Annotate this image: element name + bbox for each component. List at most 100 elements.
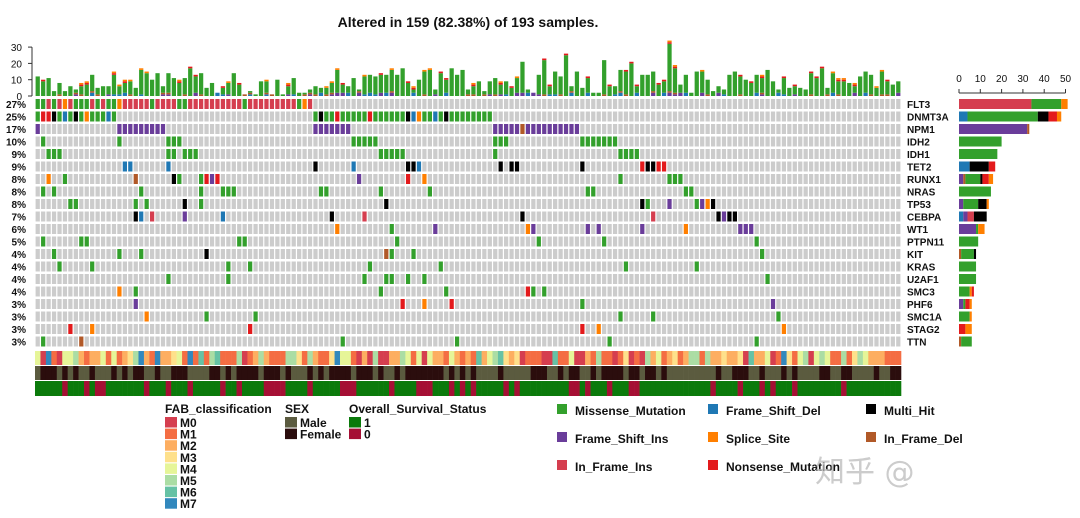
- empty-cell: [302, 274, 307, 284]
- empty-cell: [809, 261, 814, 272]
- empty-cell: [405, 336, 411, 347]
- empty-cell: [656, 136, 661, 147]
- empty-cell: [275, 111, 280, 122]
- sample-bar-segment: [297, 92, 302, 96]
- empty-cell: [231, 249, 236, 259]
- empty-cell: [160, 224, 166, 234]
- gene-percent: 9%: [12, 150, 27, 161]
- empty-cell: [896, 174, 901, 184]
- gene-bar-segment: [959, 236, 979, 247]
- empty-cell: [629, 286, 634, 297]
- fab-cell: [345, 351, 352, 365]
- empty-cell: [809, 336, 814, 347]
- empty-cell: [623, 236, 629, 247]
- legend-label: Frame_Shift_Ins: [575, 432, 669, 446]
- empty-cell: [721, 99, 727, 109]
- empty-cell: [852, 274, 857, 284]
- empty-cell: [759, 136, 765, 147]
- empty-cell: [465, 299, 471, 309]
- mutation-cell: [384, 199, 389, 209]
- empty-cell: [825, 186, 830, 197]
- sample-bar-segment: [79, 82, 84, 85]
- sex-cell: [334, 366, 341, 380]
- sex-cell: [579, 366, 586, 380]
- empty-cell: [242, 311, 247, 322]
- empty-cell: [465, 324, 471, 334]
- sample-bar-segment: [672, 68, 678, 93]
- empty-cell: [836, 274, 841, 284]
- fab-cell: [367, 351, 373, 365]
- empty-cell: [574, 261, 580, 272]
- empty-cell: [476, 186, 482, 197]
- survival-cell: [214, 381, 221, 396]
- empty-cell: [128, 211, 133, 222]
- empty-cell: [444, 161, 449, 172]
- empty-cell: [498, 211, 503, 222]
- empty-cell: [661, 249, 667, 259]
- empty-cell: [498, 299, 503, 309]
- gene-bar-segment: [1031, 99, 1062, 109]
- empty-cell: [678, 286, 683, 297]
- empty-cell: [716, 336, 721, 347]
- empty-cell: [324, 99, 329, 109]
- empty-cell: [645, 311, 650, 322]
- empty-cell: [776, 149, 781, 159]
- fab-cell: [677, 351, 684, 365]
- sex-cell: [557, 366, 564, 380]
- survival-cell: [263, 381, 270, 396]
- empty-cell: [111, 224, 117, 234]
- gene-bar-segment: [959, 124, 1028, 134]
- empty-cell: [890, 136, 895, 147]
- empty-cell: [122, 111, 127, 122]
- empty-cell: [787, 111, 792, 122]
- empty-cell: [307, 236, 313, 247]
- empty-cell: [759, 261, 765, 272]
- empty-cell: [716, 311, 721, 322]
- legend-swatch: [165, 498, 177, 509]
- empty-cell: [798, 161, 803, 172]
- empty-cell: [591, 274, 596, 284]
- mutation-cell: [318, 124, 324, 134]
- empty-cell: [106, 199, 111, 209]
- sample-bar-segment: [362, 76, 367, 95]
- empty-cell: [547, 274, 552, 284]
- empty-cell: [852, 186, 857, 197]
- fab-cell: [394, 351, 401, 365]
- empty-cell: [885, 211, 890, 222]
- legend-label: In_Frame_Del: [884, 432, 963, 446]
- empty-cell: [792, 324, 797, 334]
- empty-cell: [672, 261, 678, 272]
- empty-cell: [460, 211, 465, 222]
- empty-cell: [335, 261, 340, 272]
- empty-cell: [803, 274, 808, 284]
- empty-cell: [226, 299, 231, 309]
- empty-cell: [242, 174, 247, 184]
- empty-cell: [422, 136, 427, 147]
- survival-cell: [122, 381, 128, 396]
- empty-cell: [160, 199, 166, 209]
- empty-cell: [297, 299, 302, 309]
- sex-cell: [519, 366, 526, 380]
- empty-cell: [318, 211, 324, 222]
- empty-cell: [35, 299, 40, 309]
- empty-cell: [863, 299, 868, 309]
- mutation-cell: [248, 261, 253, 272]
- empty-cell: [231, 211, 236, 222]
- sample-bar-segment: [106, 94, 111, 96]
- empty-cell: [362, 99, 367, 109]
- empty-cell: [585, 111, 590, 122]
- empty-cell: [166, 336, 171, 347]
- gene-label: NPM1: [907, 125, 935, 136]
- empty-cell: [231, 261, 236, 272]
- empty-cell: [264, 274, 269, 284]
- sex-cell: [541, 366, 548, 380]
- empty-cell: [427, 336, 432, 347]
- empty-cell: [139, 324, 144, 334]
- sample-bar-segment: [264, 79, 269, 82]
- empty-cell: [144, 211, 149, 222]
- survival-cell: [704, 381, 711, 396]
- gene-percent: 8%: [12, 175, 27, 186]
- survival-cell: [269, 381, 275, 396]
- empty-cell: [362, 186, 367, 197]
- empty-cell: [133, 136, 138, 147]
